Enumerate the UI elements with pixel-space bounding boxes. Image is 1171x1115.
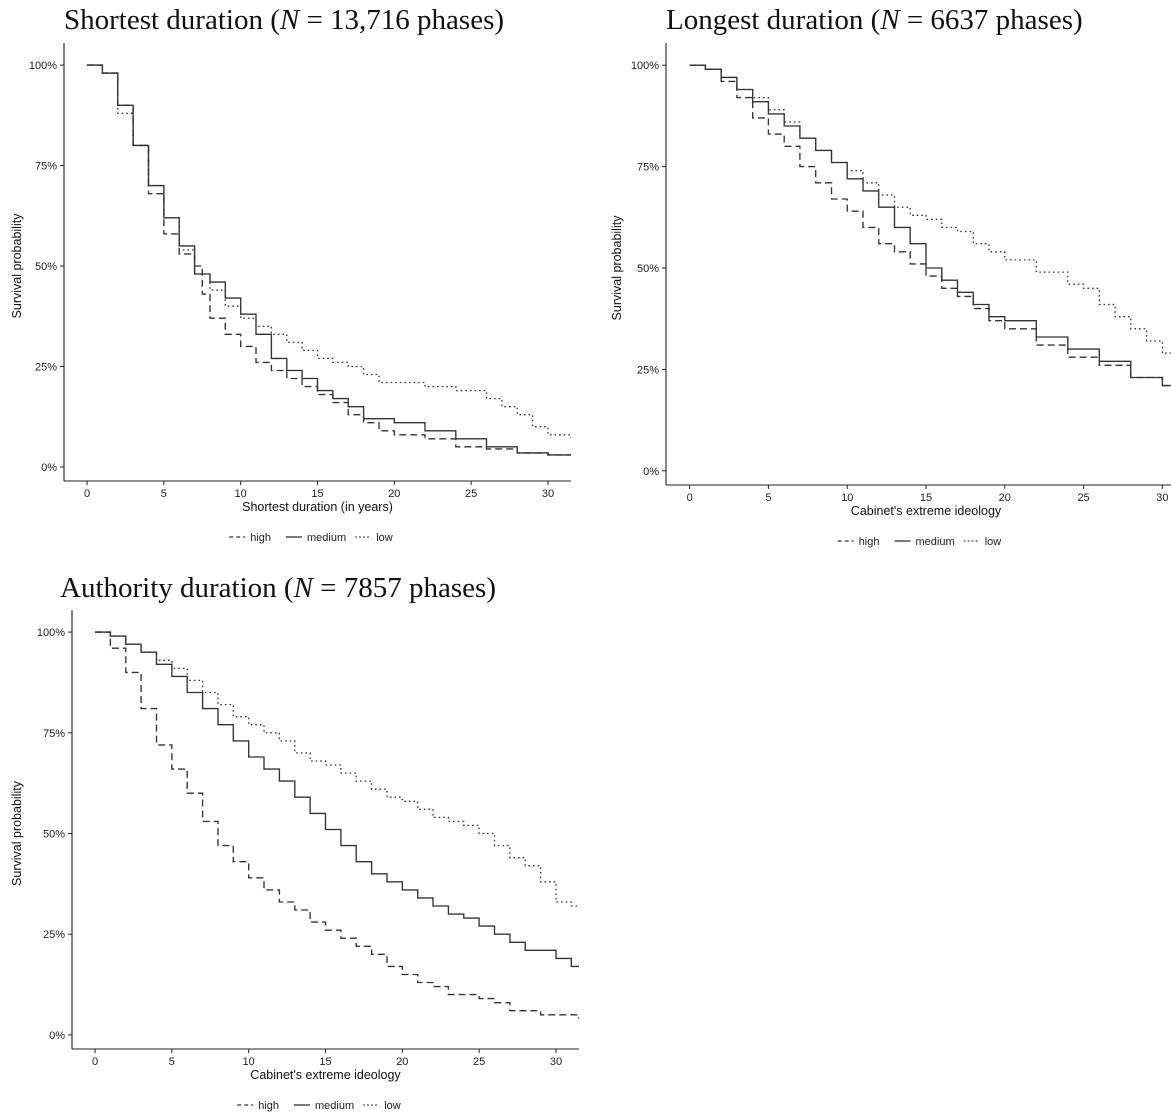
legend-label-medium: medium (307, 532, 346, 544)
legend: high medium low (237, 1100, 401, 1112)
x-tick-label: 10 (841, 492, 853, 504)
series-line-high (87, 64, 571, 456)
series-line-low (87, 64, 571, 439)
y-tick-label: 100% (29, 60, 57, 72)
x-tick-label: 25 (465, 488, 477, 500)
legend-label-low: low (985, 536, 1002, 548)
x-tick-label: 30 (1156, 492, 1168, 504)
x-axis-title: Shortest duration (in years) (242, 500, 393, 514)
legend-label-high: high (258, 1100, 279, 1112)
x-tick-label: 15 (920, 492, 932, 504)
chart-panel-longest-duration: Longest duration (N = 6637 phases) 0% 25%… (600, 0, 1171, 560)
chart-plot: 0% 25% 50% 75% 100% 0 5 10 15 20 25 30 Cabinet's ext… (10, 610, 579, 1112)
x-tick-label: 0 (84, 488, 90, 500)
x-tick-label: 10 (243, 1056, 255, 1068)
series-group (95, 631, 579, 1019)
x-tick-label: 30 (550, 1056, 562, 1068)
x-tick-label: 20 (396, 1056, 408, 1068)
x-tick-label: 10 (235, 488, 247, 500)
legend-label-medium: medium (916, 536, 955, 548)
series-line-medium (689, 64, 1171, 387)
y-tick-label: 25% (35, 361, 57, 373)
chart-title: Longest duration (N = 6637 phases) (666, 4, 1083, 36)
series-group (87, 64, 571, 456)
x-axis-title: Cabinet's extreme ideology (851, 504, 1002, 518)
y-tick-label: 75% (637, 162, 659, 174)
series-line-low (95, 631, 579, 907)
y-tick-label: 50% (637, 263, 659, 275)
chart-plot: 0% 25% 50% 75% 100% 0 5 10 15 20 25 30 Shortest dura… (10, 43, 571, 544)
series-line-low (689, 64, 1171, 354)
y-tick-label: 50% (43, 829, 65, 841)
chart-title: Shortest duration (N = 13,716 phases) (64, 4, 505, 36)
x-tick-label: 0 (92, 1056, 98, 1068)
legend-label-low: low (384, 1100, 401, 1112)
chart-plot: 0% 25% 50% 75% 100% 0 5 10 15 20 25 30 Cabinet's ext… (610, 43, 1171, 548)
x-tick-label: 30 (542, 488, 554, 500)
chart-panel-authority-duration: Authority duration (N = 7857 phases) 0% 2… (0, 568, 590, 1115)
x-tick-label: 20 (388, 488, 400, 500)
y-axis-title: Survival probability (10, 213, 24, 319)
x-tick-label: 15 (319, 1056, 331, 1068)
y-tick-label: 0% (41, 462, 57, 474)
series-line-high (95, 631, 579, 1019)
legend: high medium low (837, 536, 1002, 548)
y-tick-label: 0% (643, 466, 659, 478)
legend-label-high: high (859, 536, 880, 548)
series-line-high (689, 64, 1171, 387)
x-tick-label: 5 (765, 492, 771, 504)
x-tick-label: 5 (161, 488, 167, 500)
y-tick-label: 100% (37, 627, 65, 639)
y-tick-label: 75% (35, 161, 57, 173)
y-tick-label: 100% (631, 60, 659, 72)
legend-label-medium: medium (315, 1100, 354, 1112)
legend-label-high: high (250, 532, 271, 544)
x-tick-label: 15 (311, 488, 323, 500)
y-tick-label: 75% (43, 728, 65, 740)
y-tick-label: 50% (35, 261, 57, 273)
y-tick-label: 25% (43, 929, 65, 941)
legend-label-low: low (376, 532, 393, 544)
legend: high medium low (229, 532, 393, 544)
series-line-medium (87, 64, 571, 456)
y-tick-label: 25% (637, 364, 659, 376)
x-tick-label: 0 (687, 492, 693, 504)
series-group (689, 64, 1171, 387)
x-tick-label: 20 (999, 492, 1011, 504)
x-tick-label: 25 (473, 1056, 485, 1068)
y-axis-title: Survival probability (10, 780, 24, 886)
x-tick-label: 25 (1077, 492, 1089, 504)
x-axis-title: Cabinet's extreme ideology (250, 1068, 401, 1082)
x-tick-label: 5 (169, 1056, 175, 1068)
y-tick-label: 0% (49, 1030, 65, 1042)
y-axis-title: Survival probability (610, 215, 624, 321)
series-line-medium (95, 631, 579, 968)
chart-title: Authority duration (N = 7857 phases) (60, 572, 496, 604)
chart-panel-shortest-duration: Shortest duration (N = 13,716 phases) 0%… (0, 0, 590, 560)
